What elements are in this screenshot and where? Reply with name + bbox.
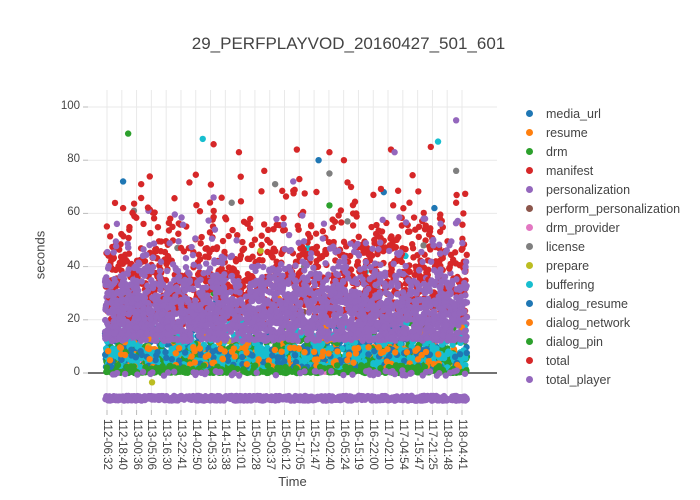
x-tick-label: 116-05:24 [337, 419, 350, 470]
legend-marker-icon [526, 319, 533, 326]
x-tick-label: 118-04:41 [456, 419, 468, 470]
legend-item-label: media_url [546, 106, 601, 121]
legend-marker-icon [526, 167, 533, 174]
legend-item-personalization[interactable]: personalization [521, 180, 680, 199]
x-axis-title: Time [278, 474, 307, 489]
x-tick-label: 113-22:41 [174, 419, 187, 470]
x-tick-label: 114-05:33 [204, 419, 217, 470]
x-tick-label: 113-05:06 [145, 419, 158, 470]
legend-item-label: dialog_resume [546, 296, 628, 311]
legend-marker-icon [526, 376, 533, 383]
legend-item-perform_personalization[interactable]: perform_personalization [521, 199, 680, 218]
legend-item-drm_provider[interactable]: drm_provider [521, 218, 680, 237]
y-tick-label: 20 [67, 312, 80, 325]
x-tick-label: 118-01:48 [441, 419, 454, 470]
legend-item-label: perform_personalization [546, 201, 681, 216]
legend-marker-icon [526, 129, 533, 136]
y-tick-label: 60 [67, 206, 80, 219]
legend-marker-icon [526, 148, 533, 155]
legend-marker-icon [526, 300, 533, 307]
legend-marker-icon [526, 338, 533, 345]
x-tick-label: 113-16:30 [160, 419, 173, 470]
legend-item-label: resume [546, 125, 588, 140]
legend-marker-icon [526, 224, 533, 231]
x-tick-label: 114-02:50 [189, 419, 202, 470]
legend-item-media_url[interactable]: media_url [521, 104, 680, 123]
legend-item-label: dialog_network [546, 315, 631, 330]
legend-item-label: total_player [546, 372, 611, 387]
legend-item-label: buffering [546, 277, 595, 292]
x-tick-label: 115-03:37 [263, 419, 276, 470]
legend-item-label: drm [546, 144, 568, 159]
y-axis-title: seconds [32, 230, 48, 280]
x-tick-label: 117-21:25 [426, 419, 439, 470]
legend-item-label: total [546, 353, 570, 368]
x-tick-label: 113-00:36 [130, 419, 143, 470]
legend-item-dialog_pin[interactable]: dialog_pin [521, 332, 680, 351]
x-tick-label: 115-21:47 [308, 419, 321, 470]
y-tick-label: 0 [73, 366, 80, 378]
y-tick-label: 40 [67, 259, 80, 272]
x-tick-label: 112-06:32 [101, 419, 113, 470]
x-tick-label: 116-02:40 [322, 419, 335, 470]
legend-item-drm[interactable]: drm [521, 142, 680, 161]
x-tick-label: 115-06:12 [278, 419, 291, 470]
legend-item-prepare[interactable]: prepare [521, 256, 680, 275]
legend-item-label: license [546, 239, 585, 254]
legend-item-label: prepare [546, 258, 590, 273]
legend-marker-icon [526, 281, 533, 288]
x-tick-label: 115-17:05 [293, 419, 306, 470]
legend-item-label: drm_provider [546, 220, 620, 235]
legend-marker-icon [526, 357, 533, 364]
x-tick-label: 117-15:47 [411, 419, 424, 470]
y-tick-label: 80 [67, 153, 80, 166]
x-tick-label: 116-22:00 [367, 419, 380, 470]
legend-item-dialog_network[interactable]: dialog_network [521, 313, 680, 332]
y-tick-label: 100 [60, 100, 80, 112]
x-tick-label: 117-02:10 [382, 419, 395, 470]
legend-item-label: manifest [546, 163, 594, 178]
x-tick-label: 114-21:01 [234, 419, 247, 470]
x-tick-label: 112-18:40 [115, 419, 128, 470]
legend-item-total_player[interactable]: total_player [521, 370, 680, 389]
legend-item-dialog_resume[interactable]: dialog_resume [521, 294, 680, 313]
legend-marker-icon [526, 110, 533, 117]
legend-item-total[interactable]: total [521, 351, 680, 370]
x-tick-label: 114-15:38 [219, 419, 232, 470]
legend-item-label: personalization [546, 182, 631, 197]
legend-item-label: dialog_pin [546, 334, 603, 349]
legend-marker-icon [526, 243, 533, 250]
x-tick-label: 117-04:54 [396, 419, 409, 470]
legend-marker-icon [526, 205, 533, 212]
legend-item-manifest[interactable]: manifest [521, 161, 680, 180]
legend-item-resume[interactable]: resume [521, 123, 680, 142]
x-tick-label: 116-15:19 [352, 419, 365, 470]
legend-item-license[interactable]: license [521, 237, 680, 256]
legend-marker-icon [526, 262, 533, 269]
legend-marker-icon [526, 186, 533, 193]
x-tick-label: 115-00:28 [248, 419, 261, 470]
legend-item-buffering[interactable]: buffering [521, 275, 680, 294]
